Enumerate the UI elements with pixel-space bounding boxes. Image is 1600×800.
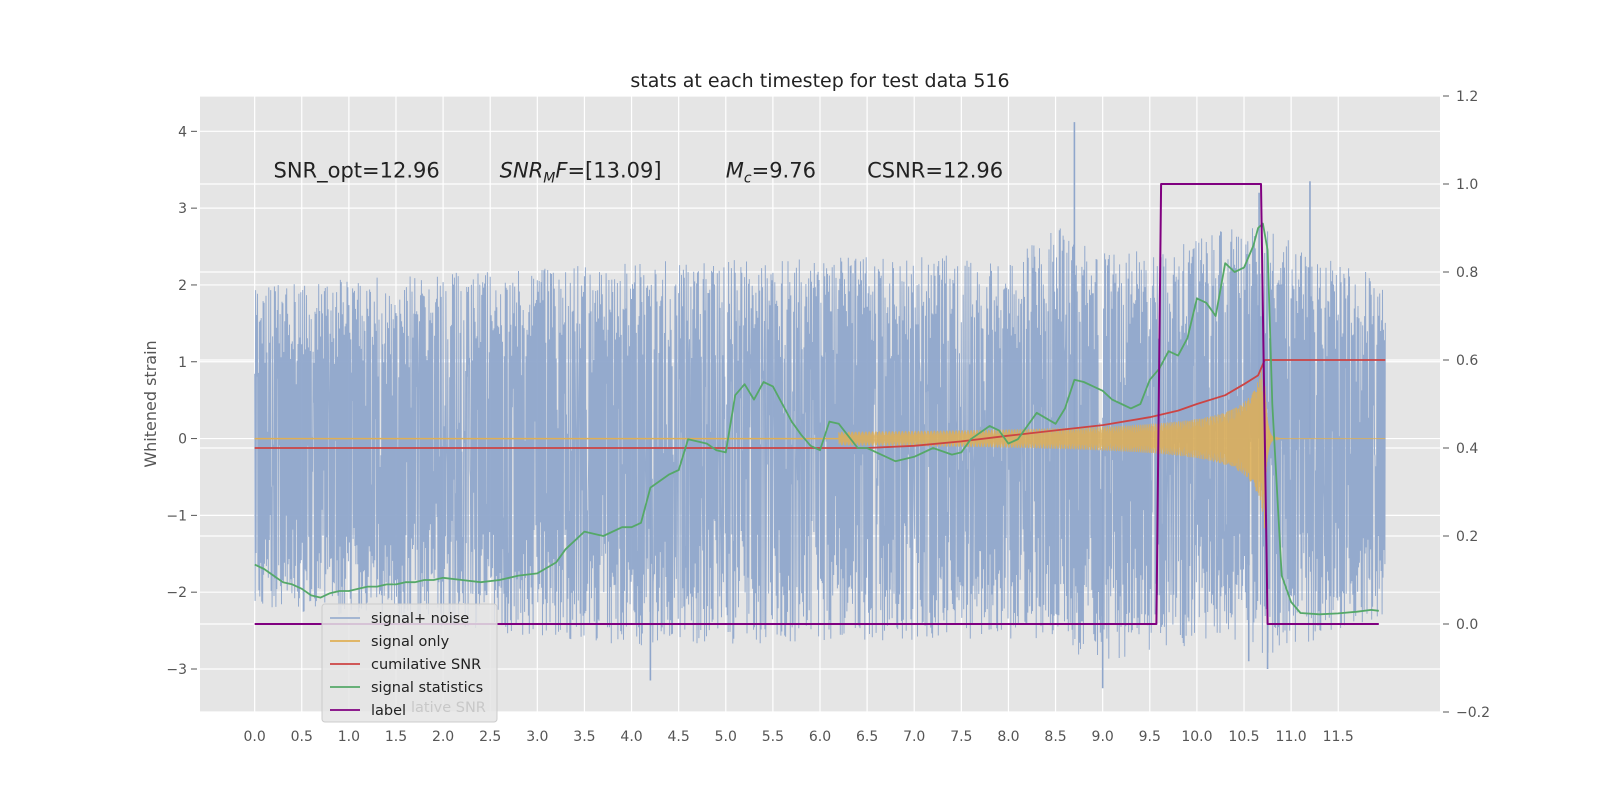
x-tick-label-22: 11.0	[1276, 729, 1307, 745]
annotation-3: CSNR=12.96	[867, 158, 1003, 182]
x-tick-label-17: 8.5	[1044, 729, 1066, 745]
y2-tick-label-0: −0.2	[1456, 705, 1490, 721]
legend: lative SNR signal+ noise signal only cumila…	[321, 603, 498, 723]
chart-title: stats at each timestep for test data 516	[630, 70, 1009, 92]
series-lines	[254, 183, 1386, 625]
annotation-0: SNR_opt=12.96	[273, 158, 439, 183]
y2-tick-label-5: 0.8	[1456, 265, 1478, 281]
x-tick-label-21: 10.5	[1228, 729, 1259, 745]
x-tick-label-11: 5.5	[762, 729, 784, 745]
y-tick-label-1: −2	[166, 585, 187, 601]
legend-ghost-text: lative SNR	[411, 700, 486, 716]
x-tick-label-13: 6.5	[856, 729, 878, 745]
x-tick-label-5: 2.5	[479, 729, 501, 745]
y-tick-label-2: −1	[166, 508, 187, 524]
legend-label-4: label	[371, 703, 406, 719]
x-tick-label-3: 1.5	[385, 729, 407, 745]
x-tick-label-19: 9.5	[1139, 729, 1161, 745]
legend-box	[321, 603, 498, 723]
legend-label-2: cumilative SNR	[371, 657, 481, 673]
x-tick-label-15: 7.5	[950, 729, 972, 745]
x-tick-label-0: 0.0	[244, 729, 266, 745]
x-tick-label-10: 5.0	[715, 729, 737, 745]
x-tick-label-6: 3.0	[526, 729, 548, 745]
x-tick-label-23: 11.5	[1323, 729, 1354, 745]
x-tick-label-1: 0.5	[291, 729, 313, 745]
x-tick-label-20: 10.0	[1181, 729, 1212, 745]
x-tick-label-14: 7.0	[903, 729, 925, 745]
series-line-label	[254, 183, 1379, 625]
series-line-signal-statistics	[254, 222, 1379, 616]
y2-tick-label-1: 0.0	[1456, 617, 1478, 633]
series-line-cumilative-snr	[254, 359, 1386, 449]
y-tick-label-4: 1	[178, 355, 187, 371]
x-tick-label-16: 8.0	[997, 729, 1019, 745]
annotations: SNR_opt=12.96 SNRMF=[13.09] Mc=9.76 CSNR=12…	[273, 158, 1003, 186]
y-tick-label-0: −3	[166, 662, 187, 678]
legend-label-3: signal statistics	[371, 680, 483, 696]
y-axis-label: Whitened strain	[141, 340, 160, 467]
y2-tick-label-2: 0.2	[1456, 529, 1478, 545]
x-tick-label-4: 2.0	[432, 729, 454, 745]
signal-noise-trace	[254, 228, 1386, 659]
x-tick-label-18: 9.0	[1092, 729, 1114, 745]
x-tick-label-9: 4.5	[668, 729, 690, 745]
x-tick-label-12: 6.0	[809, 729, 831, 745]
signal-only-chirp	[838, 370, 1386, 529]
x-tick-label-7: 3.5	[573, 729, 595, 745]
legend-label-1: signal only	[371, 634, 450, 650]
y2-tick-label-6: 1.0	[1456, 177, 1478, 193]
annotation-2: Mc=9.76	[726, 158, 816, 186]
annotation-1: SNRMF=[13.09]	[500, 158, 662, 186]
legend-label-0: signal+ noise	[371, 611, 469, 627]
x-tick-label-8: 4.0	[620, 729, 642, 745]
x-tick-label-2: 1.0	[338, 729, 360, 745]
axis-ticks: 0.0 0.5 1.0 1.5 2.0 2.5 3.0 3.5 4.0 4.5 5.0 5.5 6.0 6…	[166, 89, 1490, 745]
y-tick-label-7: 4	[178, 124, 187, 140]
y-tick-label-6: 3	[178, 201, 187, 217]
y2-tick-label-3: 0.4	[1456, 441, 1478, 457]
y-tick-label-5: 2	[178, 278, 187, 294]
series-signal-only	[254, 370, 1386, 529]
y-tick-label-3: 0	[178, 432, 187, 448]
y2-tick-label-4: 0.6	[1456, 353, 1478, 369]
y2-tick-label-7: 1.2	[1456, 89, 1478, 105]
series-signal-noise	[254, 122, 1386, 689]
